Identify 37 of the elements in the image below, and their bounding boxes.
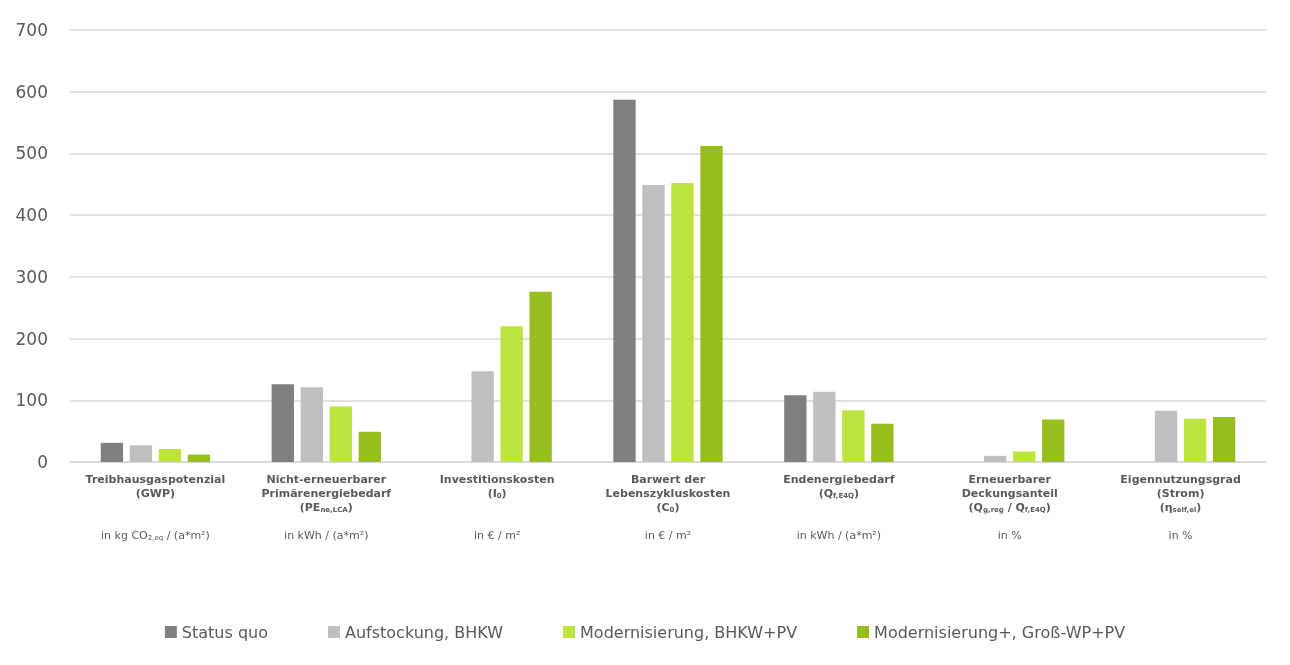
- bar: [100, 442, 124, 462]
- y-tick-label: 600: [15, 81, 48, 102]
- bar: [1042, 419, 1065, 462]
- bar: [984, 455, 1007, 462]
- bar: [671, 183, 694, 462]
- bar: [187, 454, 211, 462]
- bar: [642, 184, 665, 462]
- y-tick-label: 300: [15, 266, 48, 287]
- bar: [1154, 410, 1178, 462]
- bar: [300, 387, 323, 462]
- y-tick-label: 700: [15, 20, 48, 40]
- bar: [700, 146, 723, 462]
- legend-label: Modernisierung, BHKW+PV: [580, 622, 798, 642]
- bar: [129, 445, 153, 462]
- bar: [813, 391, 836, 462]
- bar: [842, 410, 865, 462]
- y-tick-label: 400: [15, 205, 48, 226]
- bar: [271, 384, 294, 462]
- bar: [613, 99, 636, 462]
- legend-label: Status quo: [181, 622, 268, 642]
- bar: [329, 406, 352, 462]
- bar: [784, 395, 807, 462]
- bar: [1183, 418, 1207, 462]
- bar: [1013, 451, 1036, 462]
- legend-label: Modernisierung+, Groß-WP+PV: [874, 622, 1126, 642]
- y-tick-label: 100: [15, 390, 48, 411]
- bar: [471, 371, 494, 462]
- y-tick-label: 200: [15, 328, 48, 349]
- bar: [1212, 416, 1236, 462]
- y-tick-label: 0: [37, 452, 48, 472]
- y-tick-label: 500: [15, 143, 48, 164]
- bar: [529, 291, 552, 462]
- bar: [500, 326, 523, 462]
- bar: [358, 431, 381, 462]
- legend-label: Aufstockung, BHKW: [345, 622, 504, 642]
- bar: [871, 423, 894, 462]
- bar: [158, 449, 182, 462]
